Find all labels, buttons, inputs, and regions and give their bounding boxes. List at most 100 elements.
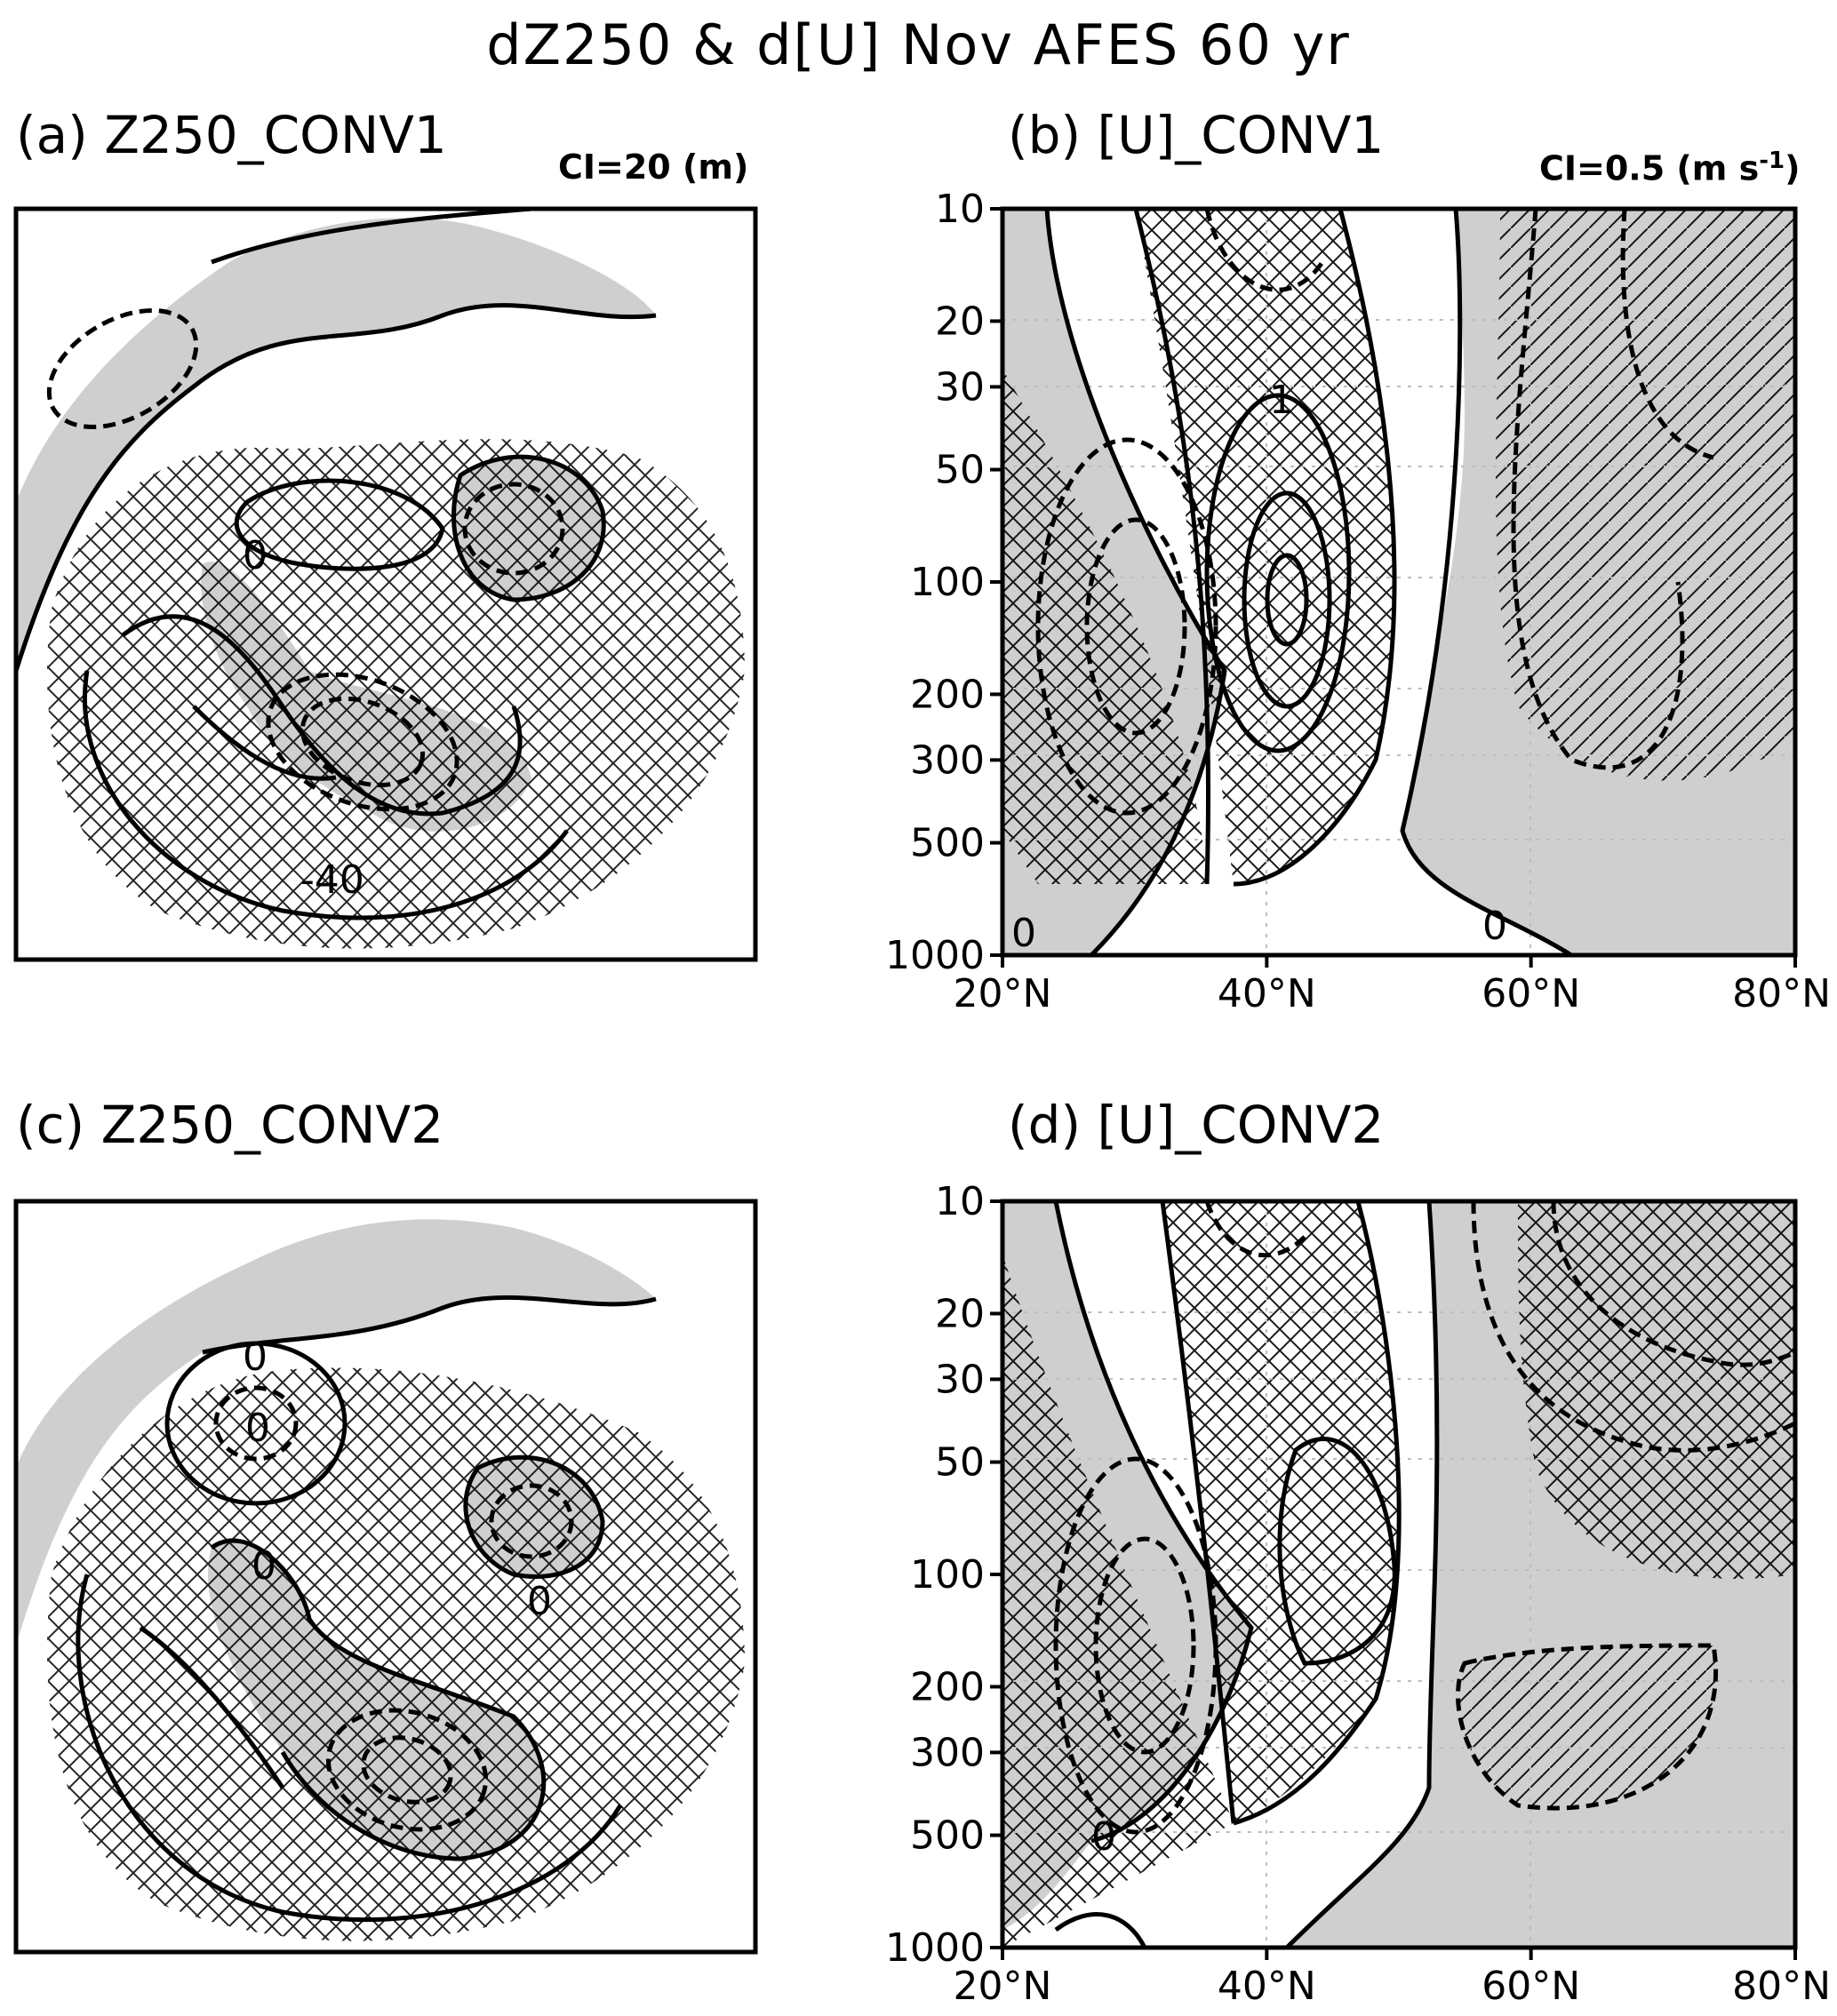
panel-d-ytick-label-1000: 1000 xyxy=(885,1925,985,1971)
panel-b-hatching-east xyxy=(1496,209,1795,781)
panel-b-hatching-west xyxy=(1002,369,1207,884)
panel-b-ci-superscript: -1 xyxy=(1759,147,1785,174)
panel-a-contour-negative-2 xyxy=(300,696,426,788)
panel-d-contour-negative-3 xyxy=(1471,1201,1795,1453)
panel-a-contour-label-1: -40 xyxy=(300,857,364,903)
panel-d-contour-2 xyxy=(1233,1201,1402,1826)
panel-b-ytick-label-200: 200 xyxy=(910,672,985,717)
panel-a-contour-5 xyxy=(121,614,523,817)
panel-b-contour-negative-1 xyxy=(1035,437,1218,816)
panel-c-contour-3 xyxy=(463,1454,605,1579)
panel-a-shading-north xyxy=(16,218,656,672)
panel-a-contour-7 xyxy=(192,705,337,781)
panel-c-contour-label-2: 0 xyxy=(252,1543,276,1589)
panel-d-xtick-label-80: 80°N xyxy=(1732,1964,1831,2009)
panel-b-ytick-label-300: 300 xyxy=(910,737,985,783)
panel-d-ytick-label-30: 30 xyxy=(935,1357,985,1402)
panel-c-label: (c) Z250_CONV2 xyxy=(16,1095,444,1155)
panel-d-ytick-label-200: 200 xyxy=(910,1664,985,1709)
panel-a-contour-6 xyxy=(82,670,569,920)
panel-a-polar-map: 0 -40 xyxy=(13,206,758,962)
panel-d-hatching-west xyxy=(1002,1255,1234,1948)
panel-a-label: (a) Z250_CONV1 xyxy=(16,105,447,165)
panel-d-ytick-label-300: 300 xyxy=(910,1730,985,1775)
panel-a-contour-negative-1 xyxy=(266,672,459,812)
panel-d-contour-negative-2 xyxy=(1093,1536,1196,1755)
panel-c-contour-negative-2 xyxy=(361,1735,453,1805)
panel-a-contour-negative-4 xyxy=(46,307,199,430)
panel-b-contour-label-2: 1 xyxy=(1269,378,1294,423)
panel-c-contour-label-0: 0 xyxy=(243,1335,268,1380)
panel-b-contour-negative-3 xyxy=(1511,209,1685,770)
panel-b-contour-negative-5 xyxy=(1204,209,1325,292)
panel-c-contour-negative-4 xyxy=(489,1483,574,1559)
panel-b-ytick-label-1000: 1000 xyxy=(885,933,985,978)
panel-b-contour-label-0: 0 xyxy=(1011,911,1036,956)
panel-d-contour-negative-1 xyxy=(1053,1456,1218,1835)
panel-c-contour-1 xyxy=(202,1295,657,1355)
panel-b-ci-text: CI=0.5 (m s xyxy=(1539,148,1760,188)
panel-b-ytick-label-100: 100 xyxy=(910,560,985,605)
panel-d-ytick-label-50: 50 xyxy=(935,1440,985,1486)
panel-c-contour-label-3: 0 xyxy=(527,1579,552,1624)
panel-b-xtick-label-80: 80°N xyxy=(1732,971,1831,1016)
panel-d-xtick-label-60: 60°N xyxy=(1482,1964,1580,2009)
panel-b-ci-close: ) xyxy=(1785,148,1801,188)
panel-b-ytick-label-10: 10 xyxy=(935,187,985,232)
panel-a-contour-1 xyxy=(211,209,532,265)
panel-d-contour-label-0: 0 xyxy=(1091,1814,1116,1860)
panel-b-ytick-label-50: 50 xyxy=(935,448,985,493)
panel-d-xtick-label-40: 40°N xyxy=(1218,1964,1316,2009)
panel-a-contour-2 xyxy=(16,303,657,672)
panel-d-hatching-southeast xyxy=(1458,1645,1716,1809)
panel-c-contour-negative-1 xyxy=(325,1708,489,1832)
figure-title: dZ250 & d[U] Nov AFES 60 yr xyxy=(486,12,1351,77)
panel-c-contour-6 xyxy=(139,1625,285,1789)
panel-c-contour-2 xyxy=(164,1341,347,1506)
panel-d-ytick-label-20: 20 xyxy=(935,1291,985,1336)
panel-c-shading-north xyxy=(16,1219,656,1645)
panel-b-grid xyxy=(1002,209,1795,955)
panel-b-contour-interval: CI=0.5 (m s-1) xyxy=(1539,147,1801,188)
panel-a-hatching xyxy=(47,439,745,949)
panel-c-contour-5 xyxy=(76,1574,623,1923)
panel-d-contour-zero-east xyxy=(1285,1201,1440,1948)
panel-b-contour-negative-4 xyxy=(1620,209,1714,460)
panel-c-frame xyxy=(13,1199,758,1955)
panel-b-ytick-label-500: 500 xyxy=(910,821,985,866)
panel-d-ytick-label-100: 100 xyxy=(910,1552,985,1598)
panel-b-contour-3 xyxy=(1204,393,1352,753)
panel-d-contour-negative-6 xyxy=(1204,1201,1306,1258)
panel-a-frame xyxy=(13,206,758,962)
panel-c-polar-map: 0 0 0 0 xyxy=(13,1199,758,1955)
panel-c-contour-negative-3 xyxy=(213,1385,299,1462)
panel-c-hatching xyxy=(47,1367,745,1941)
panel-d-label: (d) [U]_CONV2 xyxy=(1008,1095,1385,1155)
panel-c-contour-4 xyxy=(210,1538,547,1861)
panel-a-contour-3 xyxy=(234,478,445,571)
panel-a-contour-4 xyxy=(451,454,606,602)
panel-d-ytick-label-500: 500 xyxy=(910,1813,985,1859)
panel-b-contour-2 xyxy=(1233,209,1397,887)
panel-b-contour-negative-2 xyxy=(1084,517,1187,736)
panel-a-contour-label-0: 0 xyxy=(243,533,268,578)
panel-a-contour-negative-3 xyxy=(462,482,565,576)
panel-b-contour-4 xyxy=(1242,490,1332,709)
panel-d-ytick-label-10: 10 xyxy=(935,1179,985,1224)
panel-d-contour-3 xyxy=(1277,1437,1397,1666)
panel-d-contour-negative-5 xyxy=(1456,1643,1718,1811)
panel-b-ytick-label-30: 30 xyxy=(935,364,985,410)
panel-b-label: (b) [U]_CONV1 xyxy=(1008,105,1385,165)
panel-b-xtick-label-60: 60°N xyxy=(1482,971,1580,1016)
panel-b-xtick-label-40: 40°N xyxy=(1218,971,1316,1016)
panel-b-hatching-center xyxy=(1136,209,1394,884)
panel-d-contour-zero-west xyxy=(1053,1201,1254,1844)
panel-b-contour-5 xyxy=(1265,553,1309,647)
panel-c-contour-label-1: 0 xyxy=(245,1406,270,1451)
panel-d-contour-4 xyxy=(1054,1912,1147,1948)
panel-b-ytick-label-20: 20 xyxy=(935,299,985,344)
